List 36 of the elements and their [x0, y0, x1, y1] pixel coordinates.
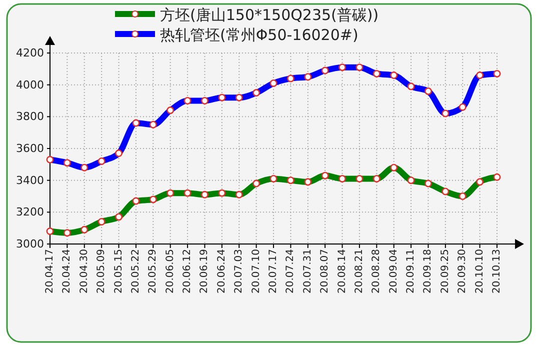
y-tick-label: 4200 [16, 46, 44, 60]
x-tick-label: 20.09.18 [422, 249, 434, 294]
x-tick-label: 20.09.04 [388, 249, 400, 294]
y-tick-label: 3800 [16, 110, 44, 124]
x-tick-label: 20.05.15 [113, 249, 124, 294]
x-tick-label: 20.05.29 [148, 249, 159, 294]
x-tick-label: 20.08.28 [371, 249, 382, 294]
y-tick-label: 3200 [16, 206, 44, 219]
x-tick-label: 20.07.10 [250, 249, 262, 294]
y-tick-label: 3400 [16, 174, 44, 187]
x-tick-label: 20.09.30 [457, 249, 468, 294]
x-tick-label: 20.08.07 [320, 249, 331, 294]
x-tick-label: 20.06.24 [216, 249, 228, 294]
y-tick-label: 3600 [16, 142, 44, 156]
x-tick-label: 20.07.17 [268, 249, 279, 294]
x-tick-label: 20.07.03 [234, 249, 245, 294]
x-tick-label: 20.10.13 [492, 249, 502, 294]
x-tick-label: 20.09.25 [440, 249, 451, 294]
x-tick-label: 20.05.22 [130, 249, 142, 294]
x-tick-label: 20.06.05 [164, 249, 176, 294]
x-tick-label: 20.04.24 [62, 249, 73, 294]
x-tick-label: 20.07.31 [302, 249, 314, 294]
x-tick-label: 20.08.14 [336, 249, 348, 294]
x-tick-label: 20.08.21 [354, 249, 365, 294]
legend-label: 方坯(唐山150*150Q235(普碳)) [160, 6, 379, 24]
x-tick-label: 20.04.30 [78, 249, 90, 294]
x-tick-label: 20.07.24 [285, 249, 296, 294]
x-tick-label: 20.10.10 [474, 249, 486, 294]
x-tick-label: 20.04.17 [44, 249, 56, 294]
legend-label: 热轧管坯(常州Φ50-16020#) [160, 26, 358, 44]
x-tick-label: 20.06.19 [199, 249, 210, 294]
x-tick-label: 20.05.09 [96, 249, 108, 294]
x-tick-label: 20.06.12 [182, 249, 194, 294]
x-tick-label: 20.09.11 [406, 249, 417, 294]
y-tick-label: 3000 [16, 238, 44, 251]
y-tick-label: 4000 [16, 78, 44, 92]
